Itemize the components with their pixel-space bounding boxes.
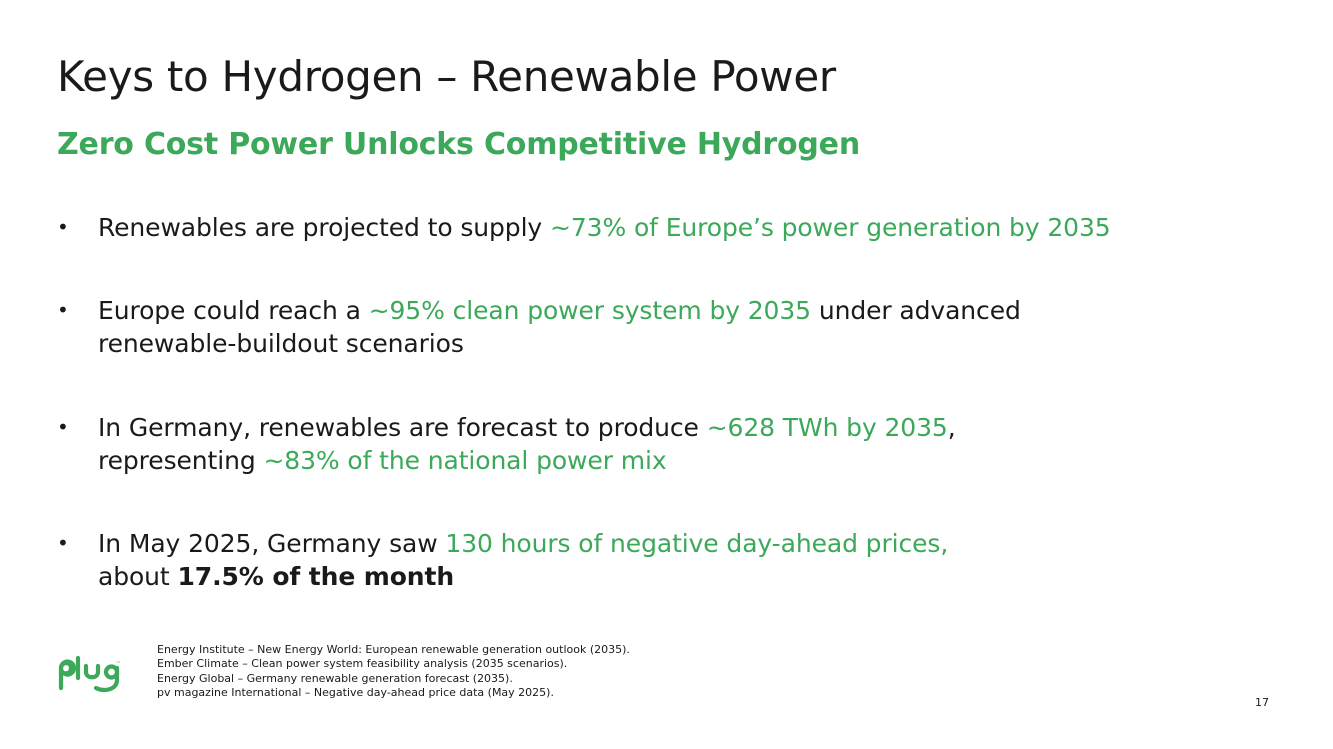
slide-title: Keys to Hydrogen – Renewable Power <box>57 52 836 101</box>
source-line: Energy Global – Germany renewable genera… <box>157 671 513 685</box>
plug-logo-icon: ™ <box>56 655 121 712</box>
bullet-highlight: ~95% clean power system by 2035 <box>368 296 811 325</box>
bullet-text: about <box>98 562 178 591</box>
bullet-line: Europe could reach a ~95% clean power sy… <box>98 294 1207 327</box>
bullet-text: representing <box>98 446 264 475</box>
bullet-item: • In Germany, renewables are forecast to… <box>57 411 1207 477</box>
bullet-line: representing ~83% of the national power … <box>98 444 1207 477</box>
bullet-line: In Germany, renewables are forecast to p… <box>98 411 1207 444</box>
bullet-line: renewable-buildout scenarios <box>98 327 1207 360</box>
bullet-dot: • <box>57 531 69 555</box>
source-line: Ember Climate – Clean power system feasi… <box>157 657 568 671</box>
source-line: Energy Institute – New Energy World: Eur… <box>157 643 630 656</box>
bullet-text: Renewables are projected to supply <box>98 213 550 242</box>
bullet-highlight: ~73% of Europe’s power generation by 203… <box>549 213 1111 242</box>
bullet-line: In May 2025, Germany saw 130 hours of ne… <box>98 527 1207 560</box>
bullet-text: Europe could reach a <box>98 296 369 325</box>
bullet-highlight: ~628 TWh by 2035 <box>706 413 948 442</box>
bullet-item: • Europe could reach a ~95% clean power … <box>57 294 1207 360</box>
bullet-text: renewable-buildout scenarios <box>98 329 464 358</box>
bullet-line: Renewables are projected to supply ~73% … <box>98 211 1207 244</box>
bullet-text: In Germany, renewables are forecast to p… <box>98 413 707 442</box>
bullet-dot: • <box>57 415 69 439</box>
bullet-dot: • <box>57 215 69 239</box>
slide-subtitle: Zero Cost Power Unlocks Competitive Hydr… <box>57 127 860 162</box>
svg-text:™: ™ <box>116 661 120 667</box>
bullet-text: , <box>947 413 956 442</box>
bullet-line: about 17.5% of the month <box>98 560 1207 593</box>
page-number: 17 <box>1255 696 1269 709</box>
source-line: pv magazine International – Negative day… <box>157 685 554 699</box>
bullet-dot: • <box>57 298 69 322</box>
bullet-bold-text: 17.5% of the month <box>177 562 455 591</box>
bullet-text: under advanced <box>810 296 1021 325</box>
bullet-text: In May 2025, Germany saw <box>98 529 446 558</box>
bullet-highlight: 130 hours of negative day-ahead prices, <box>445 529 949 558</box>
bullet-item: • Renewables are projected to supply ~73… <box>57 211 1207 244</box>
bullet-highlight: ~83% of the national power mix <box>263 446 667 475</box>
bullet-item: • In May 2025, Germany saw 130 hours of … <box>57 527 1207 593</box>
sources-footnote: Energy Institute – New Energy World: Eur… <box>157 643 630 700</box>
